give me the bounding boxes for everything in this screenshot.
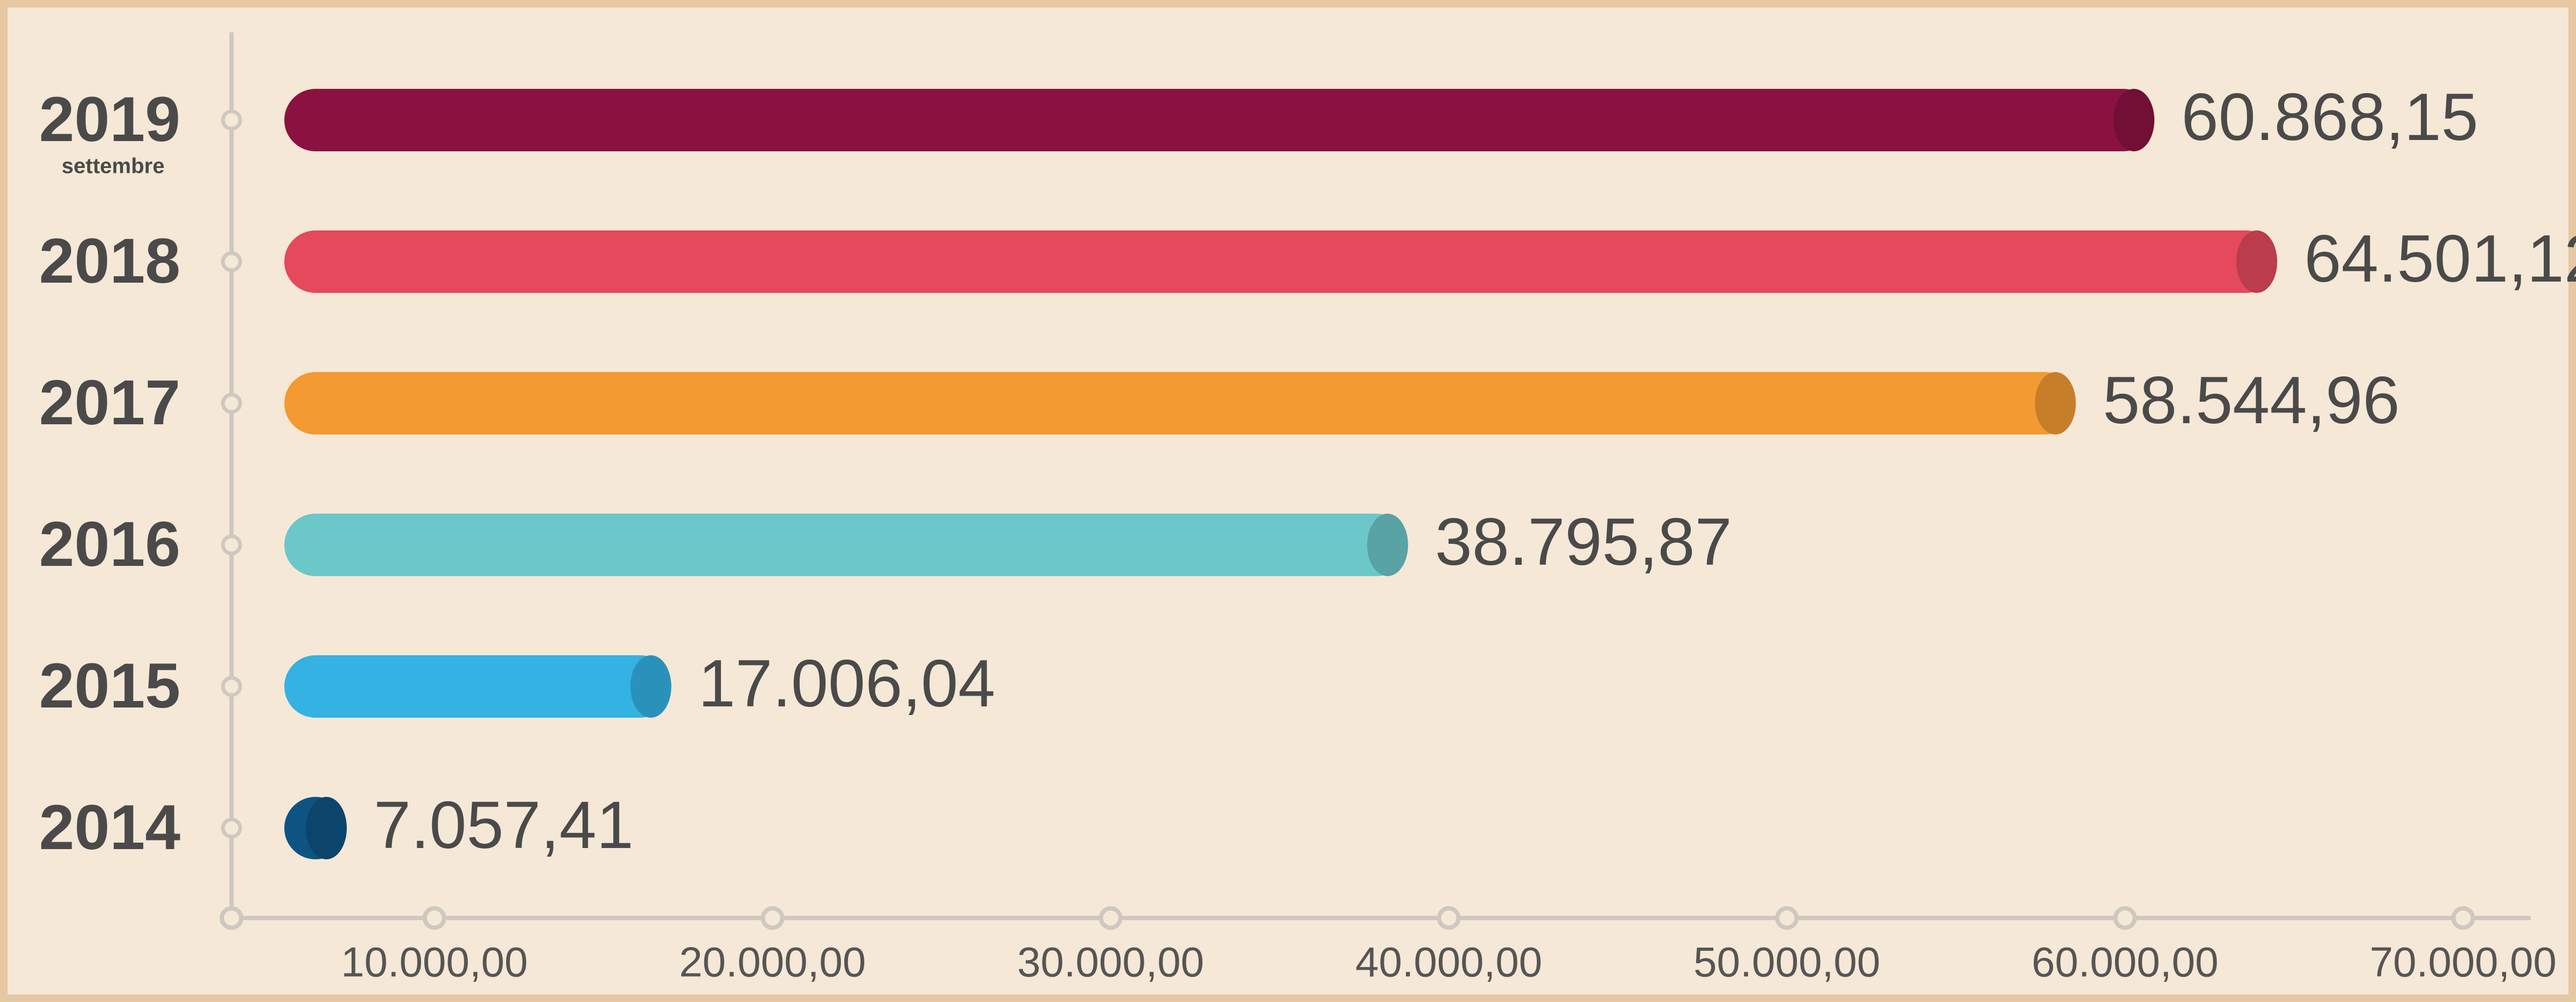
y-tick-label: 2015 (39, 650, 180, 721)
x-tick (2451, 906, 2475, 930)
value-label: 7.057,41 (374, 788, 634, 863)
value-label: 64.501,12 (2304, 222, 2576, 296)
value-label: 38.795,87 (1435, 505, 1732, 579)
row-node (221, 109, 242, 131)
x-tick (422, 906, 446, 930)
x-tick-label: 30.000,00 (1017, 938, 1204, 986)
annotation: settembre (61, 155, 164, 178)
value-label: 17.006,04 (698, 647, 996, 721)
row-node (221, 817, 242, 839)
bar (284, 89, 2154, 151)
bar-cap (1367, 514, 1408, 576)
bar-cap (2035, 372, 2076, 435)
y-tick-label: 2016 (39, 509, 180, 580)
bar-cap (2236, 230, 2278, 293)
bar (284, 655, 671, 718)
row-node (221, 393, 242, 414)
y-tick-label: 2018 (39, 226, 180, 297)
bar-cap (306, 797, 347, 859)
value-label: 58.544,96 (2103, 363, 2400, 438)
x-tick-label: 40.000,00 (1355, 938, 1542, 986)
bar-cap (630, 655, 671, 718)
bar (284, 230, 2278, 293)
x-tick (1775, 906, 1799, 930)
axis-node (220, 906, 243, 930)
row-node (221, 251, 242, 272)
x-tick-label: 70.000,00 (2370, 938, 2557, 986)
x-tick (1098, 906, 1123, 930)
x-tick (1437, 906, 1461, 930)
x-tick-label: 10.000,00 (341, 938, 528, 986)
x-tick-label: 20.000,00 (679, 938, 866, 986)
y-tick-label: 2019 (39, 84, 180, 155)
bar-cap (2113, 89, 2154, 151)
bar (284, 514, 1408, 576)
row-node (221, 534, 242, 556)
background (8, 8, 2568, 994)
x-tick (760, 906, 785, 930)
y-tick-label: 2014 (39, 792, 180, 863)
y-tick-label: 2017 (39, 367, 180, 438)
x-tick-label: 60.000,00 (2032, 938, 2218, 986)
value-label: 60.868,15 (2181, 80, 2479, 155)
bar (284, 372, 2076, 435)
x-tick-label: 50.000,00 (1693, 938, 1880, 986)
row-node (221, 676, 242, 697)
x-tick (2113, 906, 2137, 930)
